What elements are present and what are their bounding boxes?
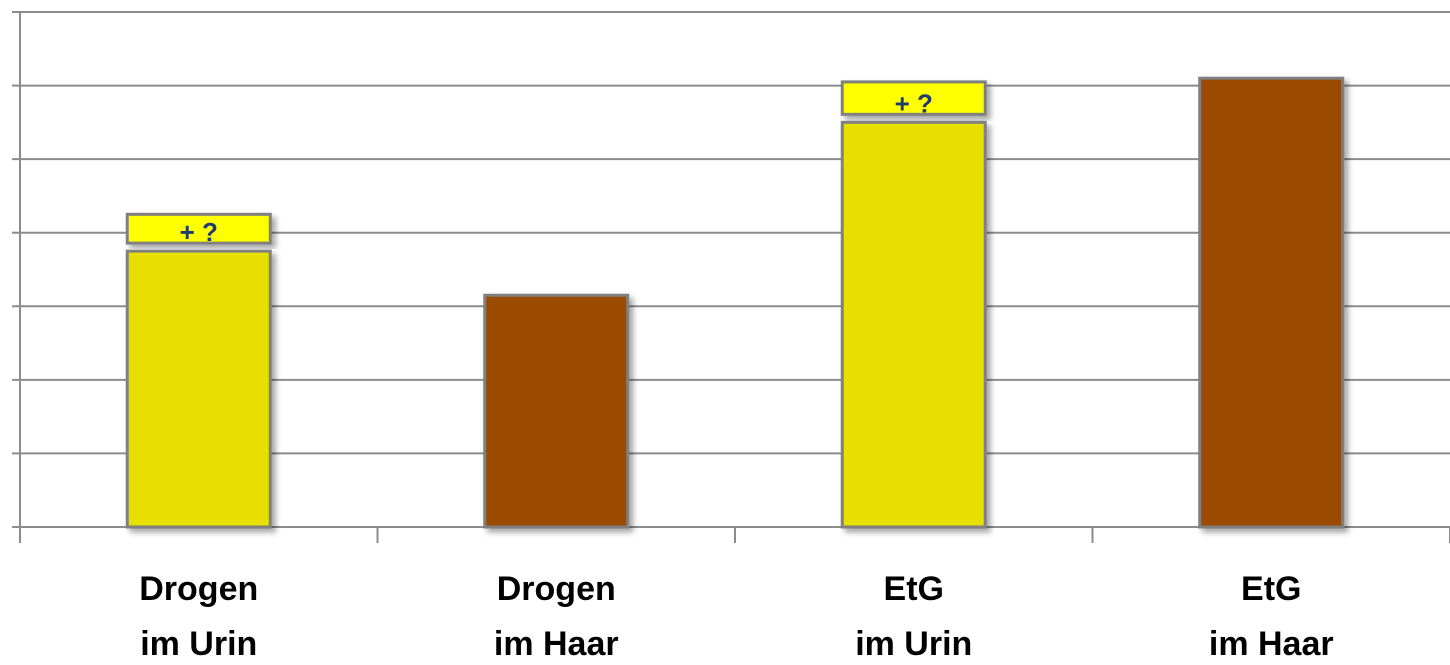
category-label-2-line-1: Drogen <box>497 570 616 608</box>
bar-1 <box>125 249 272 529</box>
category-label-1-line-1: Drogen <box>139 570 258 608</box>
category-label-3-line-2: im Urin <box>855 625 972 663</box>
category-label-4-line-2: im Haar <box>1209 625 1334 663</box>
bar-3 <box>840 120 987 529</box>
x-axis <box>19 527 1450 543</box>
category-label-3-line-1: EtG <box>884 570 944 608</box>
uncertainty-badge-3 <box>840 80 987 116</box>
bars: + ? + ? <box>125 76 1345 529</box>
uncertainty-label-1: + ? <box>180 217 218 247</box>
uncertainty-label-3: + ? <box>895 88 933 118</box>
uncertainty-badge-1 <box>125 212 272 245</box>
bar-4 <box>1198 76 1345 529</box>
category-label-4-line-1: EtG <box>1241 570 1301 608</box>
category-label-1-line-2: im Urin <box>140 625 257 663</box>
bar-2 <box>483 293 630 529</box>
category-label-2-line-2: im Haar <box>494 625 619 663</box>
category-labels: Drogen im Urin Drogen im Haar EtG im Urin EtG i… <box>139 570 1333 663</box>
